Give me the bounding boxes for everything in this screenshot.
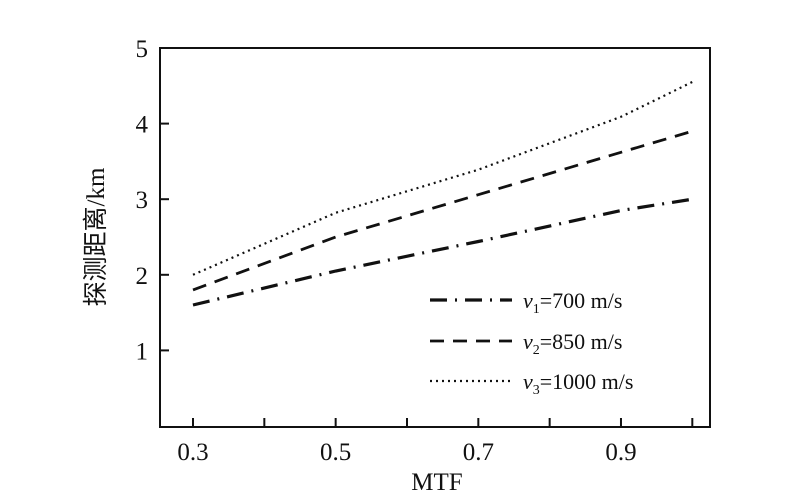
x-axis: 0.3 0.5 0.7 0.9 <box>177 418 694 466</box>
legend: v1=700 m/s v2=850 m/s v3=1000 m/s <box>430 288 633 398</box>
series-lines <box>192 81 693 307</box>
legend-label: v2=850 m/s <box>523 329 622 358</box>
series-line-2 <box>192 129 693 292</box>
y-axis-title: 探测距离/km <box>82 167 110 306</box>
y-tick-label: 2 <box>136 263 149 290</box>
y-tick-label: 1 <box>136 338 149 365</box>
x-tick-label: 0.3 <box>177 439 208 466</box>
legend-label: v1=700 m/s <box>523 288 622 317</box>
x-tick-label: 0.7 <box>463 439 494 466</box>
y-axis: 1 2 3 4 5 <box>136 36 169 365</box>
legend-item: v3=1000 m/s <box>430 369 633 398</box>
series-line-3 <box>192 81 693 276</box>
series-line-1 <box>192 197 693 307</box>
y-tick-label: 5 <box>136 36 149 63</box>
y-tick-label: 3 <box>136 187 149 214</box>
legend-item: v1=700 m/s <box>430 288 622 317</box>
x-tick-label: 0.5 <box>320 439 351 466</box>
x-axis-title: MTF <box>411 469 462 496</box>
plot-frame <box>159 47 711 428</box>
x-tick-label: 0.9 <box>605 439 636 466</box>
legend-label: v3=1000 m/s <box>523 369 633 398</box>
y-tick-label: 4 <box>136 112 149 139</box>
legend-item: v2=850 m/s <box>430 329 622 358</box>
